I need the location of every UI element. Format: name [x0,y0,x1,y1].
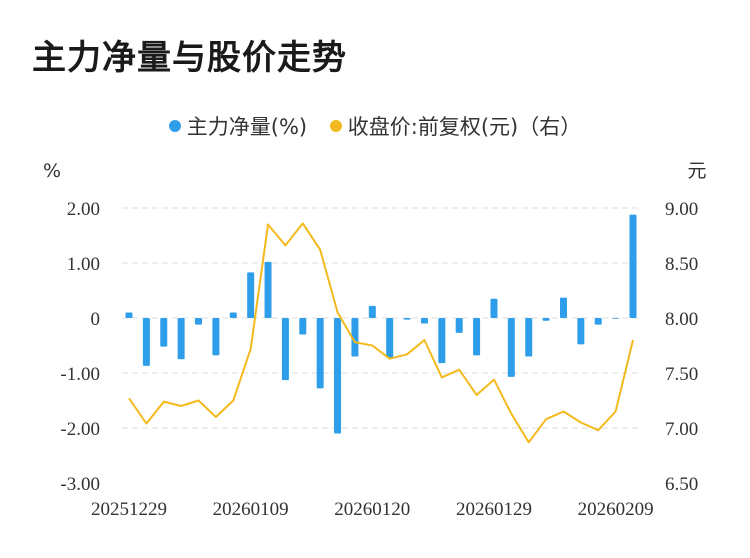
y-right-tick-label: 8.00 [665,309,698,330]
bar [264,261,272,318]
bar [247,272,255,318]
y-right-tick-label: 8.50 [665,254,698,275]
legend: 主力净量(%) 收盘价:前复权(元)（右） [0,111,750,141]
bar [577,318,585,345]
right-unit-label: 元 [687,160,706,182]
bar [455,318,463,333]
y-left-tick-label: -1.00 [60,364,100,385]
bar [142,318,150,366]
bar [542,318,550,321]
legend-label-close-price: 收盘价:前复权(元)（右） [347,115,582,139]
bar [212,318,220,356]
bar [177,318,185,360]
bar [368,305,376,318]
y-right-tick-label: 7.00 [665,419,698,440]
y-right-tick-label: 7.50 [665,364,698,385]
close-price-line [128,222,634,444]
bar [473,318,481,356]
legend-dot-icon [329,120,342,132]
bar [629,214,637,318]
x-tick-label: 20260209 [578,499,654,520]
bar [351,318,359,357]
bar [195,318,203,325]
bar [281,318,289,381]
y-right-tick-label: 6.50 [665,474,698,495]
y-left-tick-label: 2.00 [67,199,100,220]
bar [420,318,428,324]
x-tick-label: 20260109 [213,499,289,520]
y-left-tick-label: 0 [91,309,101,330]
x-tick-label: 20260129 [456,499,532,520]
bar [334,318,342,434]
y-left-tick-label: -3.00 [60,474,100,495]
bar [559,297,567,318]
legend-item-close-price[interactable]: 收盘价:前复权(元)（右） [329,111,582,141]
y-left-tick-label: -2.00 [60,419,100,440]
y-left-tick-label: 1.00 [67,254,100,275]
bar [229,312,237,318]
bar [386,318,394,358]
legend-label-net-volume: 主力净量(%) [186,115,308,139]
x-tick-label: 20251229 [91,499,167,520]
x-tick-label: 20260120 [334,499,410,520]
legend-dot-icon [168,120,181,132]
legend-item-net-volume[interactable]: 主力净量(%) [168,111,308,141]
bar [299,318,307,335]
bar [316,318,324,389]
bar [525,318,533,357]
bar [125,312,133,318]
chart-title: 主力净量与股价走势 [32,38,347,78]
bar [507,318,515,377]
y-right-tick-label: 9.00 [665,199,698,220]
left-unit-label: % [43,160,61,182]
bar [160,318,168,347]
bar [612,318,620,319]
bar [594,318,602,325]
bar [490,298,498,318]
bar [438,318,446,364]
bar [403,318,411,320]
